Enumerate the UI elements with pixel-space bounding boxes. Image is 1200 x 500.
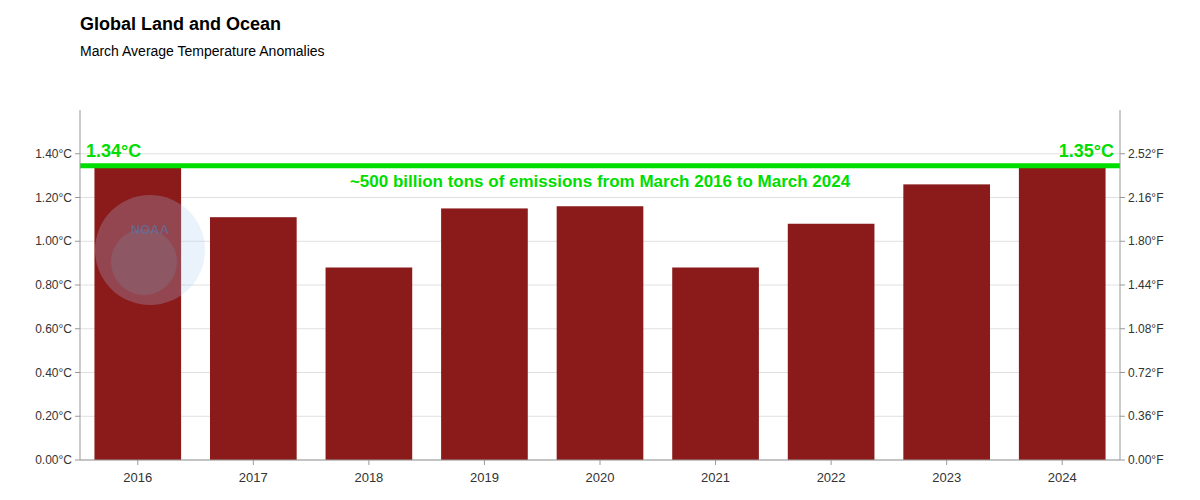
tick-mark [75,328,80,329]
tick-mark [1120,372,1125,373]
y2-tick-label: 1.08°F [1128,322,1163,336]
annotation-text: ~500 billion tons of emissions from Marc… [350,172,851,191]
y2-axis-line [1120,110,1121,460]
y-tick-label: 0.80°C [35,278,72,292]
x-tick-label: 2017 [239,470,268,485]
tick-mark [75,285,80,286]
annotation-left: 1.34°C [86,141,141,161]
y-tick-label: 0.40°C [35,366,72,380]
title: Global Land and Ocean [80,14,281,34]
tick-mark [75,460,80,461]
tick-mark [1120,241,1125,242]
x-tick-label: 2018 [354,470,383,485]
y-tick-label: 1.40°C [35,147,72,161]
subtitle: March Average Temperature Anomalies [80,43,325,59]
reference-line [80,163,1120,168]
y-axis-line [80,110,81,460]
annotation-right: 1.35°C [1059,141,1114,161]
tick-mark [1120,197,1125,198]
y-tick-label: 0.60°C [35,322,72,336]
x-tick-label: 2023 [932,470,961,485]
tick-mark [946,460,947,465]
x-tick-label: 2019 [470,470,499,485]
y2-tick-label: 0.00°F [1128,453,1163,467]
chart: Global Land and Ocean March Average Tempe… [0,0,1200,500]
bar [441,208,528,460]
bar [210,217,297,460]
x-tick-label: 2022 [817,470,846,485]
y2-tick-label: 1.80°F [1128,234,1163,248]
tick-mark [600,460,601,465]
y2-tick-label: 2.16°F [1128,191,1163,205]
tick-mark [831,460,832,465]
bar [903,184,990,460]
tick-mark [75,197,80,198]
y-tick-label: 1.20°C [35,191,72,205]
tick-mark [253,460,254,465]
tick-mark [484,460,485,465]
y2-tick-label: 0.36°F [1128,409,1163,423]
tick-mark [75,416,80,417]
bar [1019,165,1106,460]
y-tick-label: 0.20°C [35,409,72,423]
tick-mark [715,460,716,465]
y-tick-label: 0.00°C [35,453,72,467]
tick-mark [1120,416,1125,417]
y2-tick-label: 1.44°F [1128,278,1163,292]
grid [80,154,1120,460]
bar [672,268,759,461]
y2-tick-label: 0.72°F [1128,366,1163,380]
watermark-circle [95,195,205,305]
plot-area [80,165,1120,460]
x-tick-label: 2016 [123,470,152,485]
bar [557,206,644,460]
bar [326,268,413,461]
tick-mark [1120,153,1125,154]
tick-mark [137,460,138,465]
watermark-circle [111,229,177,295]
tick-mark [1120,328,1125,329]
y2-tick-label: 2.52°F [1128,147,1163,161]
tick-mark [75,241,80,242]
watermark: NOAA [95,195,205,305]
tick-mark [1120,460,1125,461]
tick-mark [1062,460,1063,465]
x-tick-label: 2020 [586,470,615,485]
y-tick-label: 1.00°C [35,234,72,248]
tick-mark [368,460,369,465]
grid-line [80,153,1120,154]
watermark-text: NOAA [131,222,170,237]
x-tick-label: 2024 [1048,470,1077,485]
x-tick-label: 2021 [701,470,730,485]
bar [788,224,875,460]
tick-mark [75,372,80,373]
tick-mark [75,153,80,154]
tick-mark [1120,285,1125,286]
